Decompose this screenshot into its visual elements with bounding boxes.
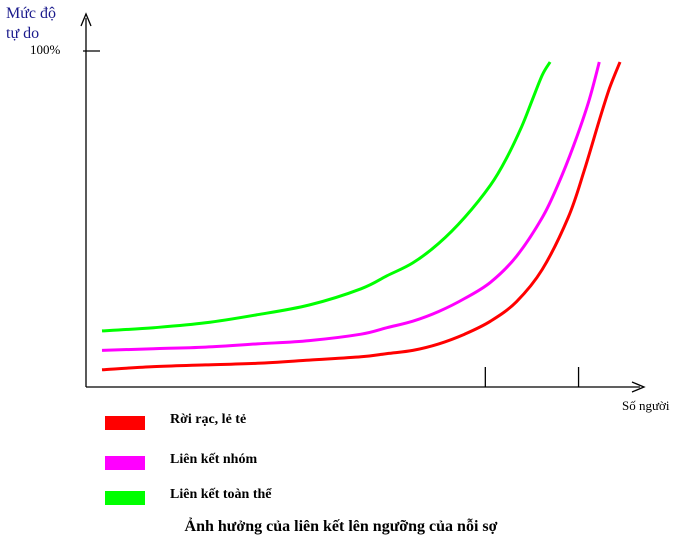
series-line-2 (101, 61, 601, 352)
legend-label: Liên kết nhóm (170, 452, 258, 467)
legend-swatch-red (105, 416, 145, 430)
y-tick-label-100: 100% (30, 42, 61, 57)
legend-swatch-magenta (105, 456, 145, 470)
legend-label: Rời rạc, lẻ tẻ (170, 412, 247, 427)
axes (80, 12, 646, 393)
series-layer (101, 61, 622, 372)
chart-caption: Ảnh hưởng của liên kết lên ngưỡng của nỗ… (184, 518, 498, 535)
legend-swatch-green (105, 491, 145, 505)
y-axis-arrow (80, 12, 92, 27)
x-axis-arrow (631, 381, 646, 393)
series-line-1 (101, 61, 622, 372)
y-axis-label-line-1: Mức độ (6, 5, 56, 22)
y-axis-label: Mức độ tự do (6, 4, 56, 44)
legend-label: Liên kết toàn thể (170, 487, 272, 502)
y-axis-label-line-2: tự do (6, 25, 40, 42)
x-axis-label: Số người (622, 398, 670, 413)
series-line-3 (101, 61, 552, 333)
